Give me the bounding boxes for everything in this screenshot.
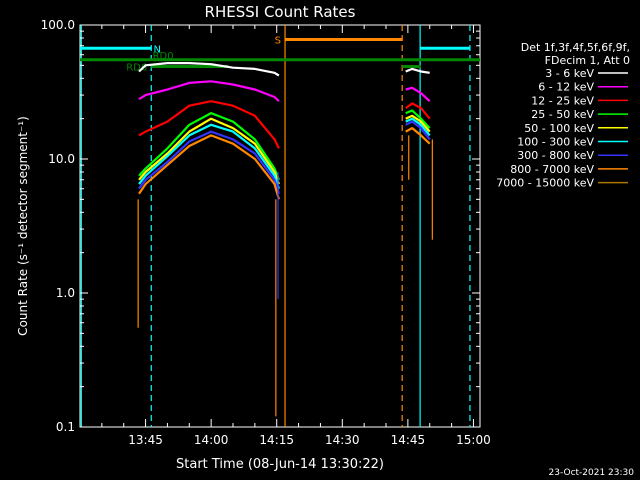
y-axis: 0.1 1.0 10.0 100.0 (41, 18, 480, 434)
x-tick-label: 13:45 (128, 433, 163, 447)
series-line (405, 114, 431, 133)
spike-lines (137, 135, 433, 417)
legend-entry-label: 3 - 6 keV (545, 67, 594, 80)
series-line (138, 134, 280, 200)
timestamp-footer: 23-Oct-2021 23:30 (548, 468, 634, 478)
legend-entry-label: 7000 - 15000 keV (496, 177, 594, 190)
legend-entry-label: 6 - 12 keV (538, 81, 594, 94)
x-axis-label: Start Time (08-Jun-14 13:30:22) (176, 457, 384, 472)
series-lines (138, 61, 431, 200)
series-line (405, 86, 431, 103)
x-tick-label: 14:45 (391, 433, 426, 447)
x-tick-label: 14:30 (325, 433, 360, 447)
legend: Det 1f,3f,4f,5f,6f,9f, FDecim 1, Att 0 3… (496, 41, 630, 190)
series-line (138, 80, 280, 102)
series-line (138, 123, 280, 190)
series-line (405, 102, 431, 120)
vertical-markers (80, 25, 471, 427)
x-tick-label: 14:15 (259, 433, 294, 447)
y-axis-label: Count Rate (s⁻¹ detector segment⁻¹) (16, 116, 30, 336)
x-tick-label: 14:00 (194, 433, 229, 447)
legend-entry-label: 800 - 7000 keV (510, 163, 594, 176)
series-line (405, 109, 431, 129)
series-line (138, 117, 280, 185)
legend-entry-label: 300 - 800 keV (517, 149, 594, 162)
legend-entry-label: 25 - 50 keV (531, 108, 594, 121)
chart-title: RHESSI Count Rates (205, 3, 356, 21)
legend-header-line-2: FDecim 1, Att 0 (545, 54, 630, 67)
y-tick-label: 100.0 (41, 18, 75, 32)
series-line (138, 61, 280, 77)
flag-label: RD6 (126, 63, 147, 74)
x-axis: 13:45 14:00 14:15 14:30 14:45 15:00 (101, 25, 491, 447)
series-line (405, 117, 431, 137)
series-line (138, 130, 280, 195)
series-line (405, 127, 431, 145)
flag-label: S (275, 35, 281, 46)
legend-entry-label: 12 - 25 keV (531, 94, 594, 107)
legend-header-line-1: Det 1f,3f,4f,5f,6f,9f, (521, 41, 630, 54)
plot-frame (79, 24, 481, 428)
series-line (138, 100, 280, 149)
series-line (405, 67, 430, 74)
series-line (405, 120, 431, 141)
x-tick-label: 15:00 (456, 433, 491, 447)
flag-label: N (153, 44, 160, 55)
y-tick-label: 0.1 (56, 420, 75, 434)
y-tick-label: 10.0 (48, 152, 75, 166)
flag-label: RD0 (153, 51, 174, 62)
y-tick-label: 1.0 (56, 286, 75, 300)
series-line (138, 111, 280, 181)
legend-entry-label: 50 - 100 keV (524, 122, 594, 135)
legend-entry-label: 100 - 300 keV (517, 136, 594, 149)
